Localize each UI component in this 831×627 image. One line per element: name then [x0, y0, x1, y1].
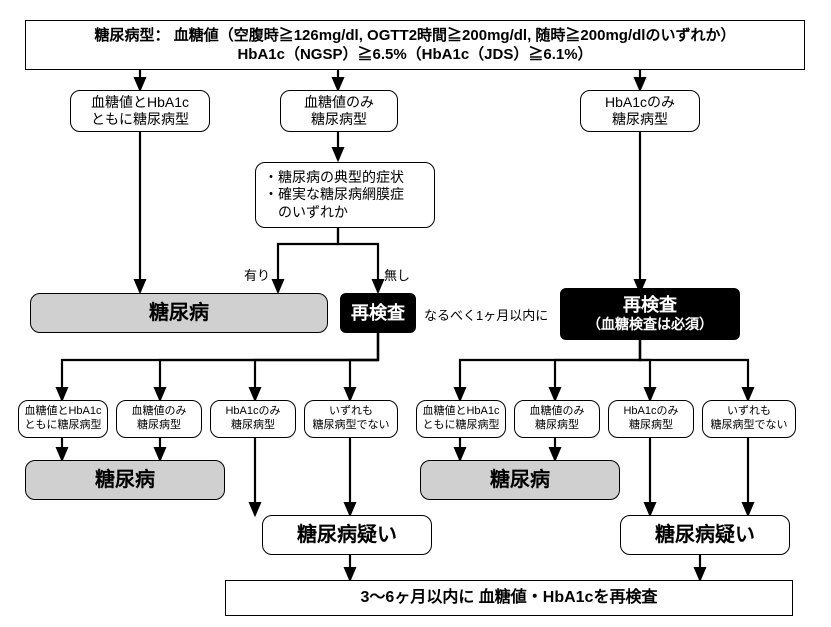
n17-text: 糖尿病: [490, 468, 550, 493]
node-retest-2: 再検査 （血糖検査は必須）: [560, 288, 740, 340]
label-nashi: 無し: [384, 265, 410, 284]
n11-l1: いずれも: [329, 405, 373, 419]
node-recheck-final: 3～6ヶ月以内に 血糖値・HbA1cを再検査: [225, 580, 793, 616]
node-diabetes-3: 糖尿病: [420, 460, 620, 500]
node-retest-1: 再検査: [340, 293, 416, 333]
node-glucose-only: 血糖値のみ 糖尿病型: [280, 90, 398, 132]
node-suspected-2: 糖尿病疑い: [620, 515, 790, 555]
n3-l2: 糖尿病型: [612, 111, 668, 129]
label-ari: 有り: [244, 265, 270, 284]
n16-text: 糖尿病: [95, 468, 155, 493]
n4-l2: ・確実な糖尿病網膜症: [264, 186, 404, 204]
node-suspected-1: 糖尿病疑い: [262, 515, 432, 555]
n15-l1: いずれも: [727, 405, 771, 419]
n13-l1: 血糖値のみ: [530, 405, 585, 419]
n7-l1: 再検査: [623, 295, 677, 317]
n2-l1: 血糖値のみ: [304, 94, 374, 112]
node-both-type: 血糖値とHbA1c ともに糖尿病型: [70, 90, 210, 132]
node-r10: HbA1cのみ 糖尿病型: [210, 400, 296, 438]
n7-l2: （血糖検査は必須）: [587, 316, 713, 333]
node-r9: 血糖値のみ 糖尿病型: [116, 400, 202, 438]
n14-l1: HbA1cのみ: [623, 405, 678, 419]
n4-l1: ・糖尿病の典型的症状: [264, 169, 404, 187]
n18-text: 糖尿病疑い: [297, 523, 397, 548]
header-line1: 糖尿病型： 血糖値（空腹時≧126mg/dl, OGTT2時間≧200mg/dl…: [95, 26, 736, 46]
header-line2: HbA1c（NGSP）≧6.5%（HbA1c（JDS）≧6.1%）: [237, 45, 592, 65]
node-r8: 血糖値とHbA1c ともに糖尿病型: [18, 400, 108, 438]
node-diabetes-1: 糖尿病: [30, 293, 328, 333]
n6-text: 再検査: [351, 302, 405, 325]
n11-l2: 糖尿病型でない: [313, 419, 390, 433]
node-symptoms: ・糖尿病の典型的症状 ・確実な糖尿病網膜症 のいずれか: [255, 162, 435, 228]
node-r13: 血糖値のみ 糖尿病型: [514, 400, 600, 438]
n3-l1: HbA1cのみ: [605, 94, 675, 112]
node-r15: いずれも 糖尿病型でない: [702, 400, 796, 438]
n4-l3: のいずれか: [264, 204, 348, 222]
n8-l1: 血糖値とHbA1c: [24, 405, 101, 419]
node-diabetes-2: 糖尿病: [25, 460, 225, 500]
n19-text: 糖尿病疑い: [655, 523, 755, 548]
n12-l2: ともに糖尿病型: [423, 419, 500, 433]
node-r14: HbA1cのみ 糖尿病型: [608, 400, 694, 438]
n12-l1: 血糖値とHbA1c: [422, 405, 499, 419]
n1-l2: ともに糖尿病型: [91, 111, 189, 129]
label-note: なるべく1ヶ月以内に: [424, 305, 548, 324]
n2-l2: 糖尿病型: [311, 111, 367, 129]
n9-l1: 血糖値のみ: [132, 405, 187, 419]
n10-l2: 糖尿病型: [231, 419, 275, 433]
n9-l2: 糖尿病型: [137, 419, 181, 433]
node-r12: 血糖値とHbA1c ともに糖尿病型: [416, 400, 506, 438]
n10-l1: HbA1cのみ: [225, 405, 280, 419]
header-box: 糖尿病型： 血糖値（空腹時≧126mg/dl, OGTT2時間≧200mg/dl…: [25, 20, 805, 70]
node-r11: いずれも 糖尿病型でない: [304, 400, 398, 438]
n20-text: 3～6ヶ月以内に 血糖値・HbA1cを再検査: [361, 588, 658, 609]
n5-text: 糖尿病: [149, 301, 209, 326]
n8-l2: ともに糖尿病型: [25, 419, 102, 433]
n1-l1: 血糖値とHbA1c: [91, 94, 189, 112]
n13-l2: 糖尿病型: [535, 419, 579, 433]
n14-l2: 糖尿病型: [629, 419, 673, 433]
n15-l2: 糖尿病型でない: [711, 419, 788, 433]
node-hba1c-only: HbA1cのみ 糖尿病型: [580, 90, 700, 132]
